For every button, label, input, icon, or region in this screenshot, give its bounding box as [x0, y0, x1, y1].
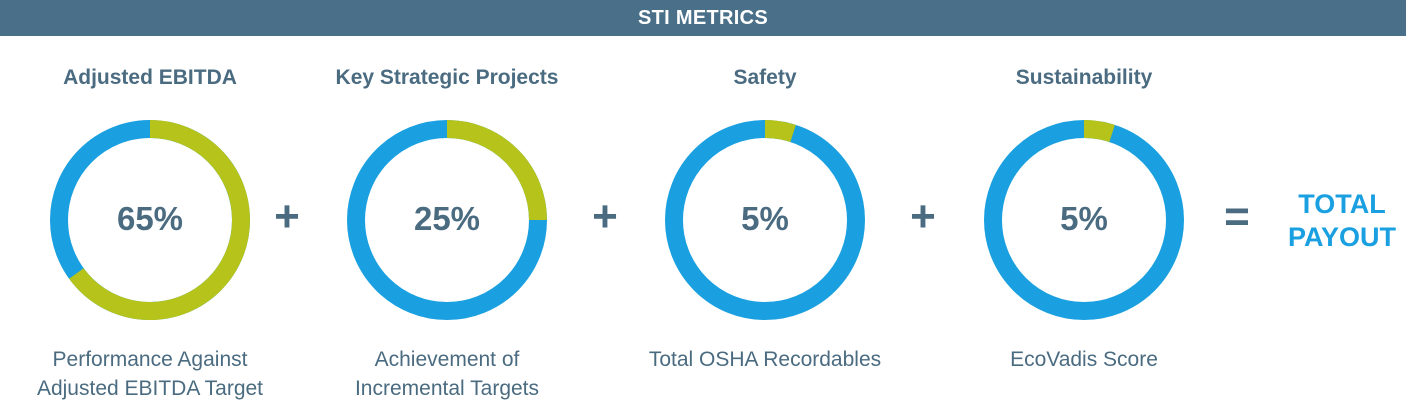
metric-title: Adjusted EBITDA [63, 66, 237, 89]
total-payout-label: TOTAL PAYOUT [1275, 188, 1406, 254]
plus-operator: + [274, 192, 300, 241]
plus-operator: + [592, 192, 618, 241]
metric-description: Performance Against Adjusted EBITDA Targ… [36, 348, 264, 400]
donut-chart [984, 120, 1184, 320]
metric-description: EcoVadis Score [1010, 348, 1158, 371]
metric-description: Achievement of Incremental Targets [354, 348, 540, 400]
metric-title: Sustainability [1015, 66, 1153, 89]
metric-title: Safety [733, 66, 797, 89]
metric-percent: 5% [1060, 200, 1108, 237]
metric-percent: 65% [116, 200, 184, 237]
donut-chart [347, 120, 547, 320]
metric-key-strategic-projects: Key Strategic Projects 25% Achievement o… [297, 56, 597, 406]
plus-operator: + [910, 192, 936, 241]
donut-chart [50, 120, 250, 320]
metric-adjusted-ebitda: Adjusted EBITDA 65% Performance Against … [0, 56, 300, 406]
header-banner: STI METRICS [0, 0, 1406, 36]
metric-sustainability: Sustainability 5% EcoVadis Score [934, 56, 1234, 406]
donut-slice [1083, 120, 1115, 143]
total-line-1: TOTAL [1298, 189, 1386, 219]
donut-slice [446, 120, 547, 221]
metric-percent: 25% [413, 200, 481, 237]
donut-chart [665, 120, 865, 320]
metric-description: Total OSHA Recordables [648, 348, 882, 371]
donut-slice [764, 120, 796, 143]
metric-safety: Safety 5% Total OSHA Recordables [615, 56, 915, 406]
total-line-2: PAYOUT [1287, 222, 1397, 252]
metric-percent: 5% [741, 200, 789, 237]
donut-slice [69, 120, 250, 320]
metric-title: Key Strategic Projects [335, 66, 559, 89]
header-title: STI METRICS [638, 6, 768, 29]
equals-operator: = [1224, 192, 1250, 241]
